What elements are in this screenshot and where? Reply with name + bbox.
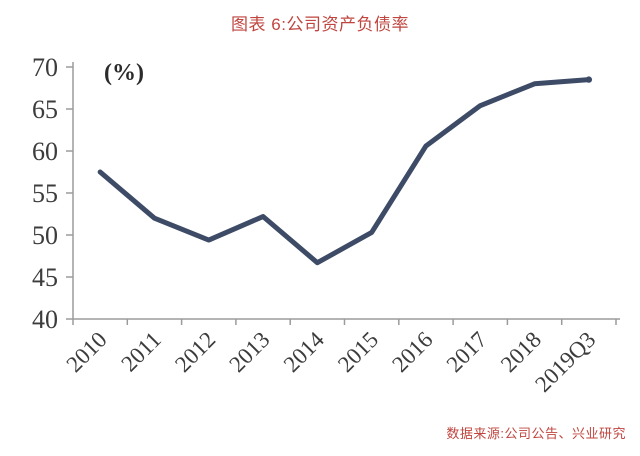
chart-title: 图表 6:公司资产负债率 [231, 15, 409, 34]
x-tick-label: 2017 [442, 327, 492, 377]
data-source-note: 数据来源:公司公告、兴业研究 [446, 426, 626, 441]
y-tick-label: 70 [32, 53, 58, 82]
x-tick-label: 2014 [279, 327, 330, 378]
x-tick-label: 2018 [496, 327, 546, 377]
unit-label: (%) [104, 60, 144, 86]
series-endpoint-dot [585, 76, 593, 83]
y-tick-label: 55 [32, 179, 58, 208]
x-tick-label: 2019Q3 [530, 327, 600, 397]
y-tick-label: 50 [32, 221, 58, 250]
x-tick-label: 2015 [333, 327, 383, 377]
y-tick-label: 65 [32, 95, 58, 124]
series-line [97, 77, 592, 266]
x-tick-label: 2012 [170, 327, 220, 377]
x-tick-label: 2011 [116, 327, 166, 377]
x-tick-label: 2010 [61, 327, 111, 377]
axis [72, 62, 620, 320]
y-tick-label: 60 [32, 137, 58, 166]
y-tick-label: 40 [32, 305, 58, 334]
x-tick-label: 2013 [224, 327, 274, 377]
y-tick-label: 45 [32, 263, 58, 292]
x-tick-label: 2016 [387, 327, 437, 377]
